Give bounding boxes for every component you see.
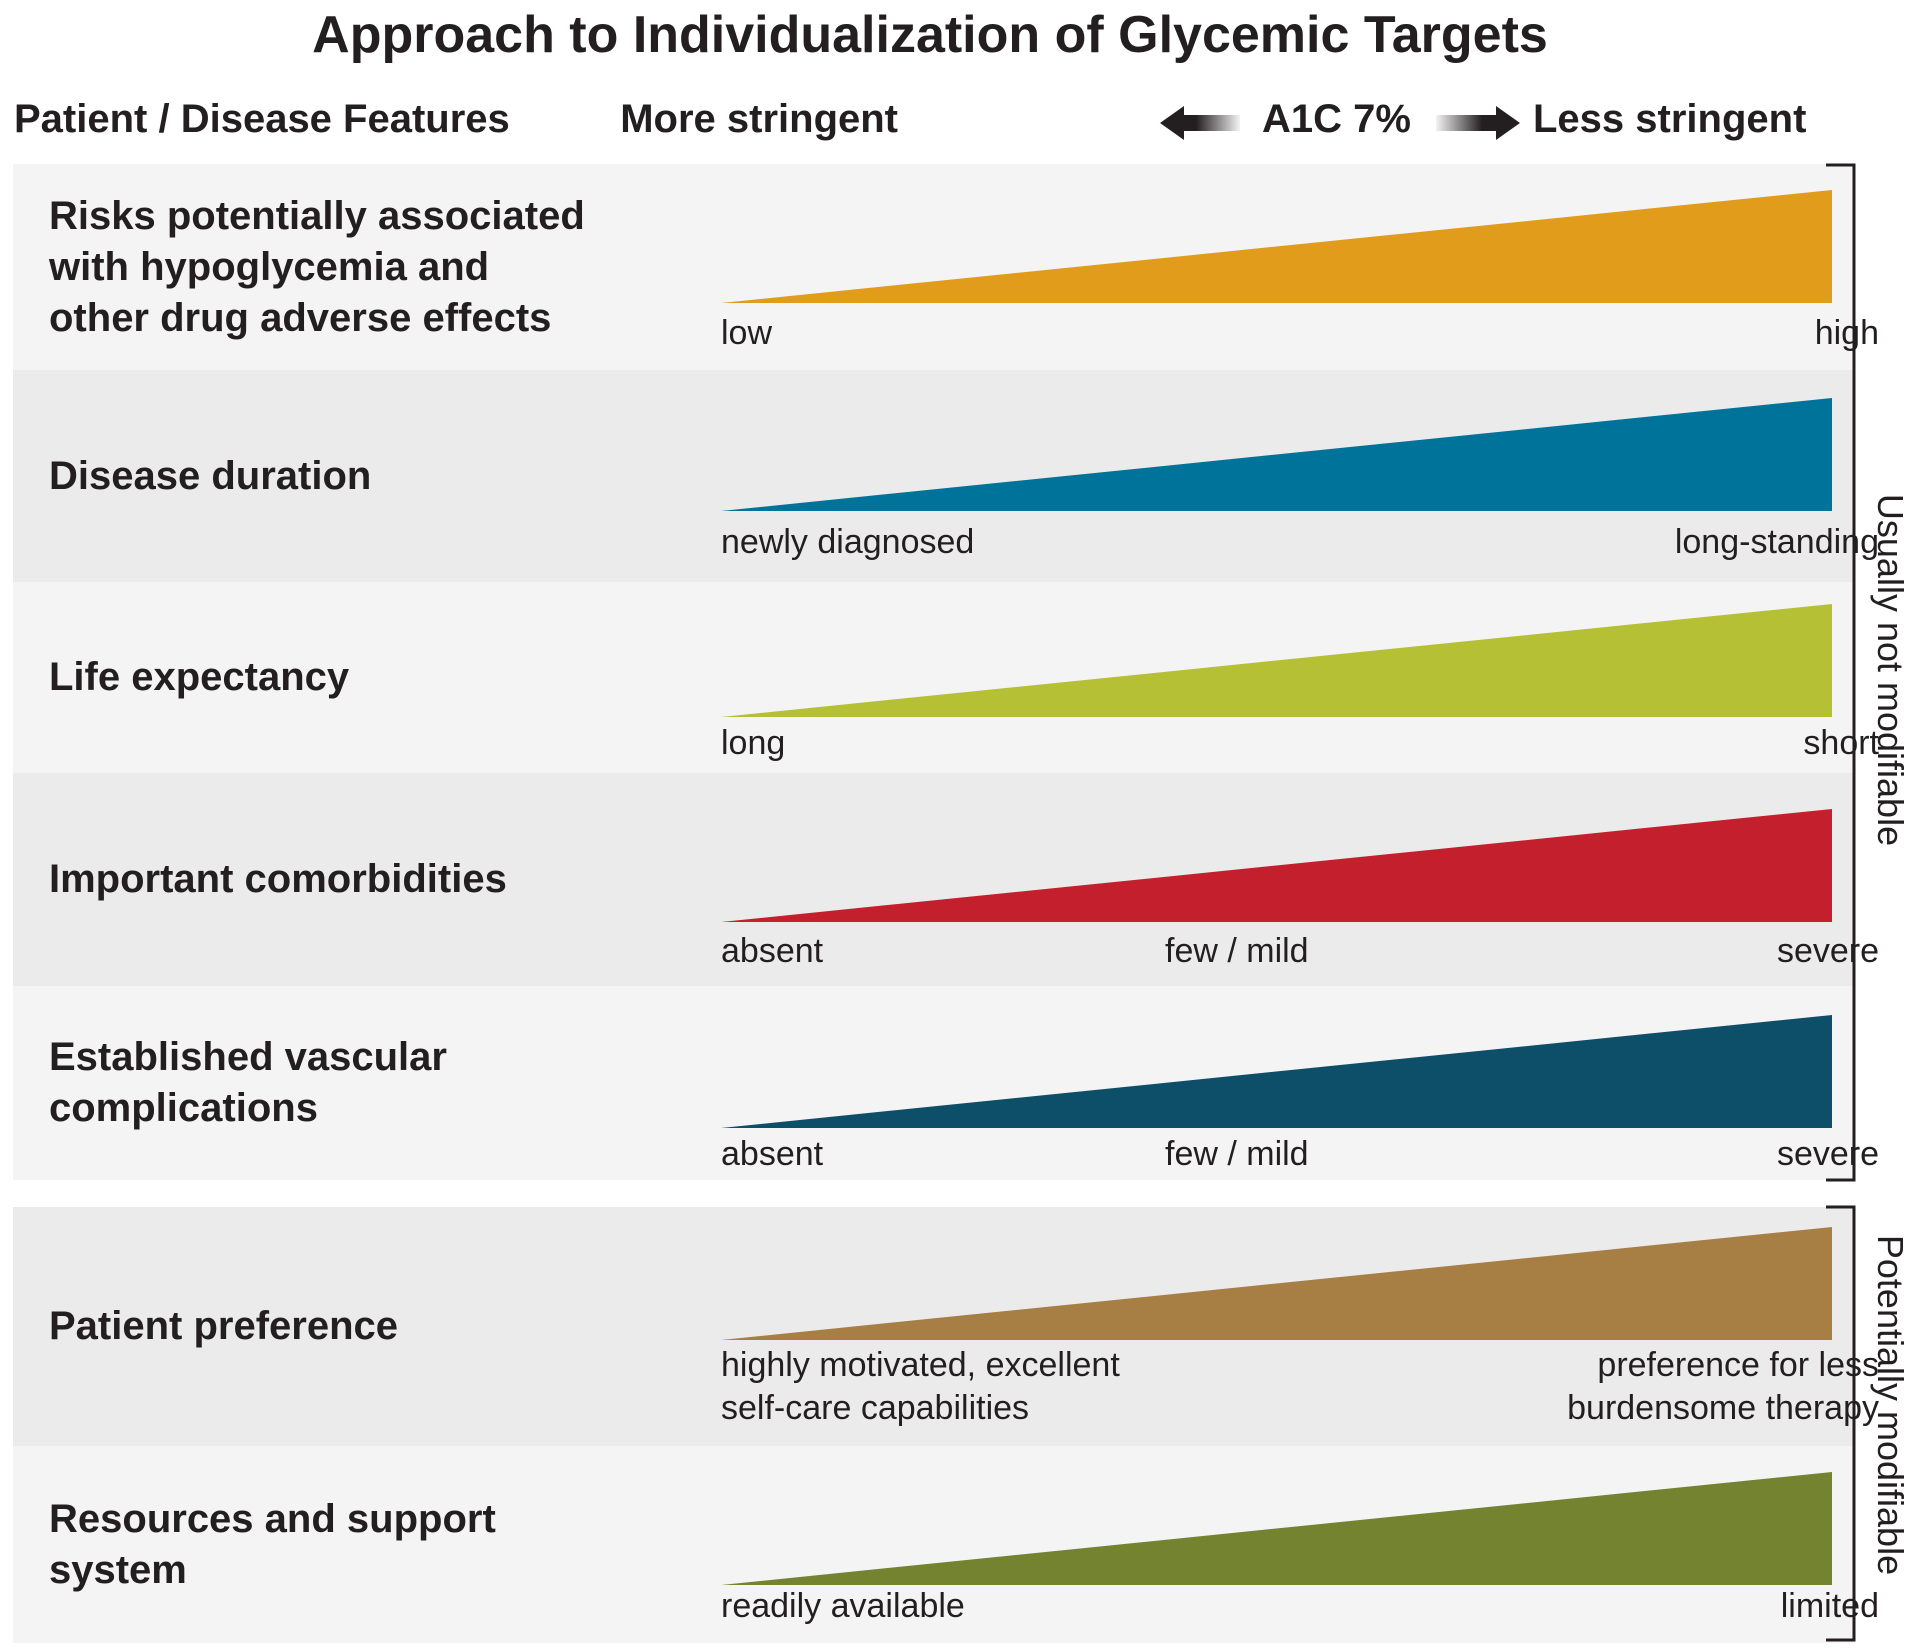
scale-high-label: severe (1777, 930, 1879, 973)
wedge-shape (721, 604, 1832, 717)
scale-high-label-line: short (1803, 724, 1879, 762)
scale-high-label-line: severe (1776, 1135, 1879, 1173)
scale-low-label: highly motivated, excellent self-care cap… (721, 1344, 1120, 1430)
scale-mid-label: few / mild (1165, 930, 1309, 973)
scale-low-label-line: low (721, 314, 773, 352)
wedge-shape (721, 398, 1832, 511)
a1c-target-label: A1C 7% (1262, 97, 1411, 141)
feature-label: Important comorbidities (49, 773, 689, 986)
diagram-title: Approach to Individualization of Glycemi… (312, 6, 1548, 64)
wedge-shape (721, 1015, 1832, 1128)
more-stringent-label: More stringent (620, 97, 898, 141)
stringency-wedge (721, 1472, 1832, 1585)
scale-high-label: limited (1781, 1585, 1879, 1628)
scale-high-label: short (1803, 722, 1879, 765)
feature-label-line: Established vascular (49, 1035, 447, 1079)
scale-mid-label-line: few / mild (1165, 932, 1309, 970)
stringency-wedge (721, 398, 1832, 511)
features-column-header: Patient / Disease Features (14, 97, 510, 141)
feature-label-line: complications (49, 1086, 318, 1130)
scale-low-label-line: absent (721, 1135, 824, 1173)
scale-low-label: readily available (721, 1585, 965, 1628)
stringency-wedge (721, 1227, 1832, 1340)
wedge-shape (721, 190, 1832, 303)
scale-high-label-line: long-standing (1674, 523, 1879, 561)
scale-low-label-line: highly motivated, excellent (721, 1346, 1120, 1384)
feature-label-line: Resources and support (49, 1496, 496, 1541)
feature-label-line: Life expectancy (49, 655, 350, 699)
wedge-shape (721, 1472, 1832, 1585)
wedge-shape (721, 1227, 1832, 1340)
feature-label: Patient preference (49, 1207, 689, 1446)
feature-label: Established vascular complications (49, 986, 689, 1180)
arrow-left-icon (1160, 106, 1240, 140)
feature-label-line: Patient preference (49, 1304, 399, 1348)
feature-label: Life expectancy (49, 582, 689, 773)
scale-high-label: severe (1777, 1133, 1879, 1176)
scale-low-label: absent (721, 1133, 823, 1176)
modifiable-bracket (1826, 1205, 1856, 1642)
scale-low-label: newly diagnosed (721, 521, 974, 564)
feature-label: Resources and support system (49, 1446, 689, 1643)
scale-low-label-line: absent (721, 932, 824, 970)
feature-label-line: with hypoglycemia and (49, 244, 490, 289)
stringency-wedge (721, 1015, 1832, 1128)
scale-low-label: low (721, 312, 772, 355)
scale-low-label: long (721, 722, 785, 765)
scale-high-label-line: burdensome therapy (1567, 1389, 1879, 1427)
stringency-wedge (721, 190, 1832, 303)
not-modifiable-bracket (1826, 163, 1856, 1182)
feature-label-line: Risks potentially associated (49, 193, 585, 238)
scale-high-label: high (1815, 312, 1879, 355)
wedge-shape (721, 809, 1832, 922)
scale-mid-label: few / mild (1165, 1133, 1309, 1176)
feature-label: Risks potentially associated with hypogly… (49, 164, 689, 370)
feature-label-line: other drug adverse effects (49, 295, 552, 340)
less-stringent-label: Less stringent (1533, 97, 1807, 141)
scale-low-label-line: long (721, 724, 786, 762)
scale-low-label-line: newly diagnosed (721, 523, 975, 561)
scale-low-label-line: readily available (721, 1587, 965, 1625)
scale-low-label-line: self-care capabilities (721, 1389, 1030, 1427)
feature-label-line: Disease duration (49, 453, 372, 498)
scale-high-label-line: high (1814, 314, 1879, 352)
stringency-wedge (721, 809, 1832, 922)
feature-label: Disease duration (49, 370, 689, 582)
arrow-right-icon (1436, 106, 1520, 140)
stringency-wedge (721, 604, 1832, 717)
scale-high-label-line: limited (1780, 1587, 1879, 1625)
scale-mid-label-line: few / mild (1165, 1135, 1309, 1173)
feature-label-line: system (49, 1547, 187, 1592)
scale-high-label-line: severe (1776, 932, 1879, 970)
scale-high-label: preference for less burdensome therapy (1567, 1344, 1879, 1430)
scale-low-label: absent (721, 930, 823, 973)
feature-label-line: Important comorbidities (49, 857, 507, 901)
scale-high-label-line: preference for less (1597, 1346, 1879, 1384)
scale-high-label: long-standing (1675, 521, 1879, 564)
